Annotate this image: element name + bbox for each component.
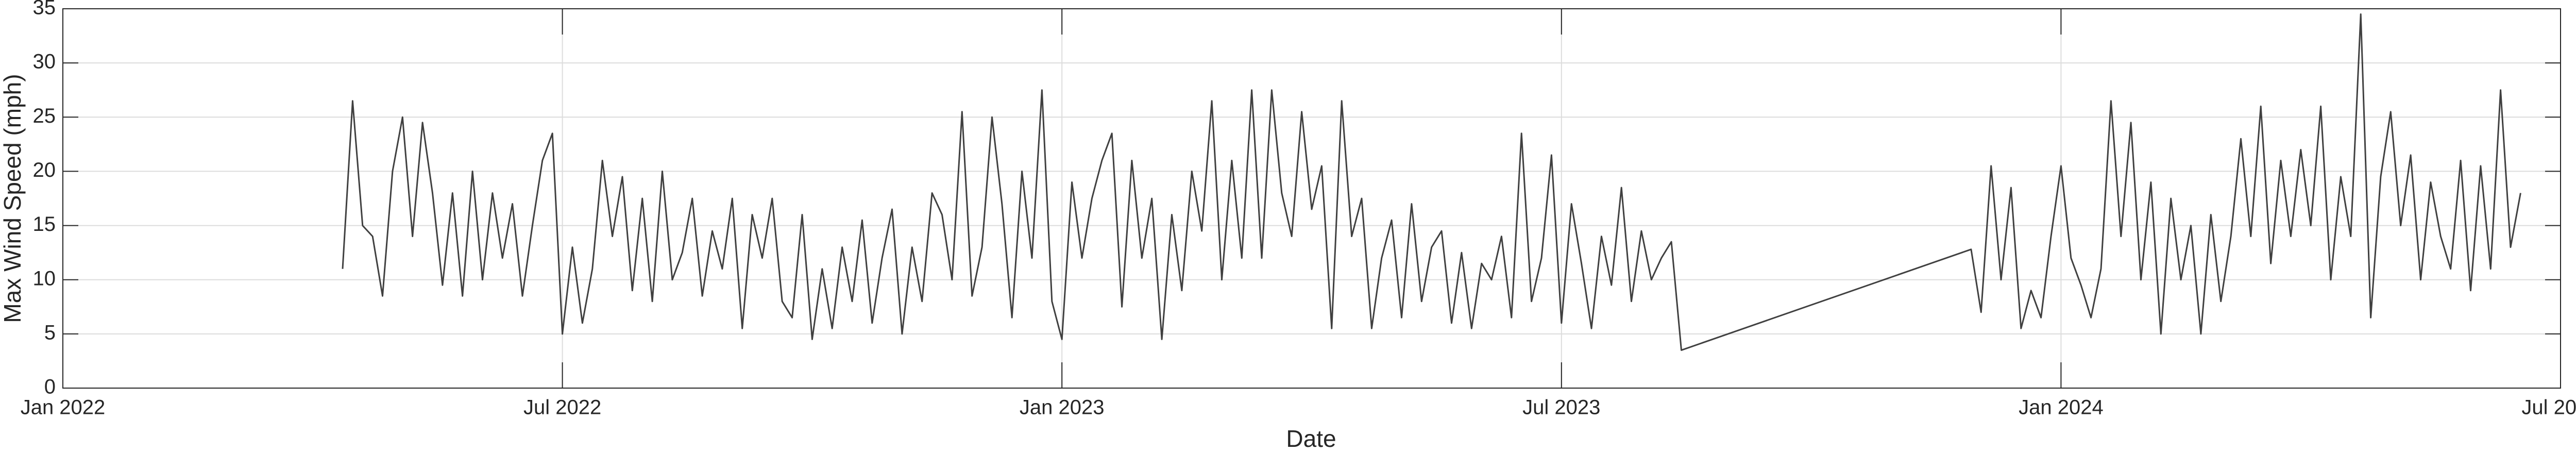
y-tick-label: 0 bbox=[44, 376, 56, 398]
x-tick-label: Jan 2022 bbox=[21, 396, 106, 419]
y-tick-label: 15 bbox=[33, 213, 56, 236]
x-axis-label: Date bbox=[1286, 425, 1336, 452]
data-line bbox=[342, 13, 2521, 351]
y-tick-label: 5 bbox=[44, 321, 56, 344]
x-tick-label: Jul 2023 bbox=[1522, 396, 1600, 419]
x-tick-label: Jan 2023 bbox=[1020, 396, 1105, 419]
y-axis-label: Max Wind Speed (mph) bbox=[0, 74, 26, 323]
y-tick-label: 20 bbox=[33, 159, 56, 181]
x-tick-label: Jul 2024 bbox=[2521, 396, 2576, 419]
y-tick-label: 35 bbox=[33, 0, 56, 19]
plot-frame bbox=[62, 8, 2561, 389]
y-tick-label: 10 bbox=[33, 267, 56, 290]
y-tick-label: 25 bbox=[33, 105, 56, 127]
x-tick-label: Jul 2022 bbox=[523, 396, 601, 419]
y-tick-label: 30 bbox=[33, 51, 56, 73]
x-tick-label: Jan 2024 bbox=[2019, 396, 2104, 419]
